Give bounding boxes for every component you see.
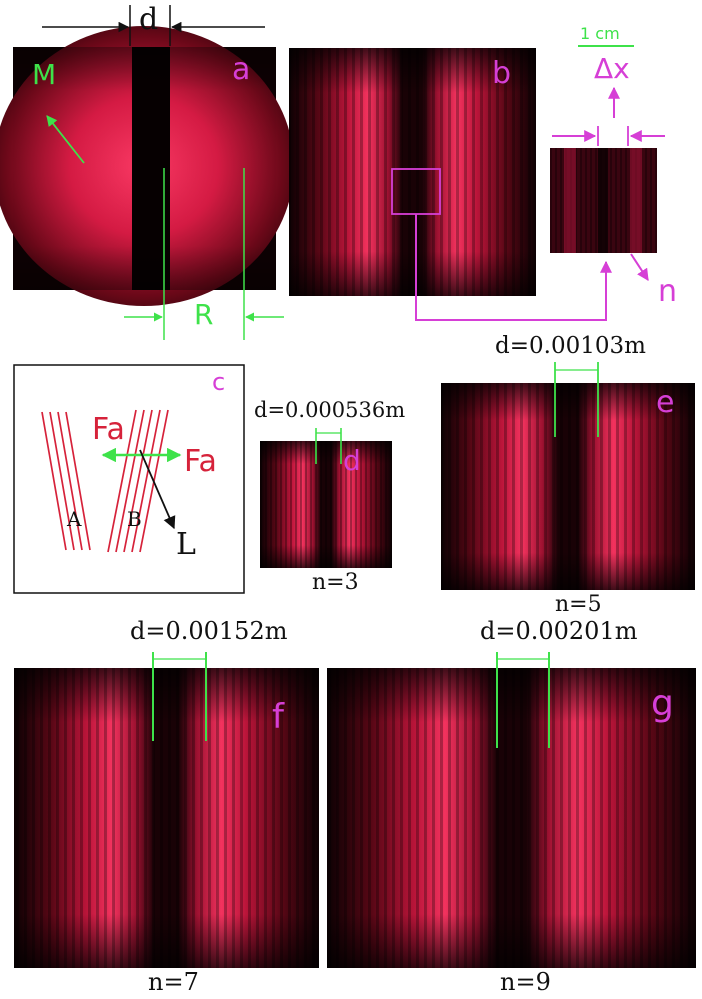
- panel-f: [14, 668, 319, 968]
- fa-left-label: Fa: [92, 412, 125, 447]
- bundle-a-label: A: [67, 507, 82, 531]
- bundle-b-fibers: [107, 409, 169, 553]
- m-pointer-arrow: [46, 115, 85, 164]
- panel-a-r-label: R: [194, 298, 214, 331]
- panel-a: [0, 26, 294, 306]
- panel-b-letter: b: [492, 56, 512, 91]
- l-label: L: [176, 527, 196, 562]
- panel-f-letter: f: [272, 697, 284, 737]
- panel-e-d-value: d=0.00103m: [495, 333, 646, 359]
- panel-e-gap-marker: [554, 362, 599, 437]
- panel-f-gap-marker: [152, 652, 207, 741]
- zoom-inset: [550, 148, 657, 253]
- panel-g-d-value: d=0.00201m: [480, 617, 638, 645]
- panel-e-n-value: n=5: [555, 592, 602, 617]
- delta-x-label: Δx: [594, 52, 630, 85]
- panel-b: [289, 48, 536, 296]
- l-arrow: [139, 449, 176, 530]
- panel-f-n-value: n=7: [148, 968, 199, 996]
- scale-bar-label: 1 cm: [580, 24, 620, 43]
- panel-a-letter: a: [232, 52, 251, 87]
- panel-d-n-value: n=3: [312, 570, 359, 595]
- bundle-a-fibers: [41, 411, 91, 551]
- inset-n-label: n: [658, 274, 678, 309]
- panel-e-letter: e: [656, 385, 675, 420]
- r-width-indicator: [124, 168, 284, 340]
- panel-d-gap-marker: [315, 428, 342, 464]
- bundle-b-label: B: [127, 507, 142, 531]
- n-pointer-arrow: [630, 253, 649, 282]
- panel-g-n-value: n=9: [500, 968, 551, 996]
- panel-a-d-label: d: [139, 2, 159, 37]
- delta-x-indicator: [552, 86, 665, 146]
- panel-e: [441, 383, 695, 590]
- panel-d: [260, 441, 392, 568]
- panel-c-letter: c: [212, 368, 226, 396]
- panel-g-gap-marker: [496, 652, 550, 748]
- panel-f-d-value: d=0.00152m: [130, 617, 288, 645]
- panel-d-d-value: d=0.000536m: [254, 398, 406, 422]
- d-width-indicator: [42, 5, 265, 46]
- panel-g: [327, 668, 696, 968]
- panel-c: [13, 364, 245, 594]
- zoom-connector: [415, 214, 612, 321]
- panel-g-letter: g: [651, 683, 674, 724]
- panel-a-m-label: M: [32, 58, 57, 91]
- fa-right-label: Fa: [184, 444, 217, 479]
- panel-d-letter: d: [343, 444, 361, 477]
